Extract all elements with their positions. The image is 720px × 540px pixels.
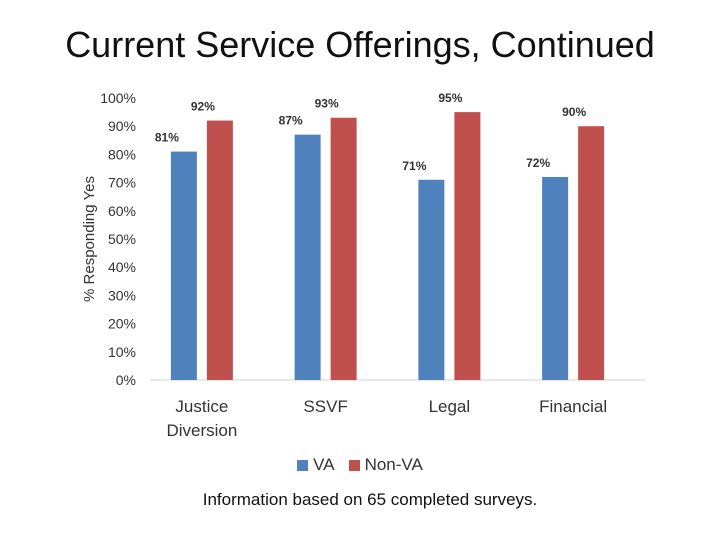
footnote: Information based on 65 completed survey… (202, 490, 538, 509)
category-label: Diversion (166, 421, 237, 440)
category-label: Legal (429, 397, 471, 416)
data-label: 81% (155, 131, 179, 145)
category-label: Justice (175, 397, 228, 416)
y-tick-label: 90% (108, 118, 136, 134)
data-label: 95% (438, 91, 462, 105)
data-label: 92% (191, 100, 215, 114)
data-label: 72% (526, 156, 550, 170)
bar-chart: 0% 10% 20% 30% 40% 50% 60% 70% 80% 90% 100% % Respo… (81, 90, 645, 440)
data-label: 93% (315, 97, 339, 111)
y-tick-label: 10% (108, 344, 136, 360)
bar-va (542, 176, 569, 380)
category-label: Financial (539, 397, 607, 416)
y-tick-label: 50% (108, 231, 136, 247)
bar-non-va (206, 120, 233, 380)
y-tick-label: 0% (116, 372, 136, 388)
bar-va (294, 134, 321, 380)
category-label: SSVF (303, 397, 347, 416)
legend-item: Non-VA (348, 455, 423, 475)
data-label: 90% (562, 105, 586, 119)
bar-va (418, 179, 445, 380)
legend-swatch (297, 459, 309, 471)
legend-item: VA (297, 455, 335, 475)
y-tick-label: 100% (100, 90, 136, 106)
data-label: 87% (279, 114, 303, 128)
y-tick-label: 70% (108, 175, 136, 191)
legend-swatch (348, 459, 360, 471)
y-tick-label: 60% (108, 203, 136, 219)
legend: VA Non-VA (0, 455, 720, 475)
y-axis-label: % Responding Yes (81, 176, 98, 302)
y-tick-label: 80% (108, 146, 136, 162)
data-label: 71% (402, 159, 426, 173)
chart-title: Current Service Offerings, Continued (65, 24, 655, 65)
y-tick-label: 30% (108, 287, 136, 303)
legend-label: Non-VA (364, 455, 423, 474)
bar-va (170, 151, 197, 380)
y-tick-label: 20% (108, 316, 136, 332)
bar-non-va (454, 112, 481, 380)
legend-label: VA (313, 455, 335, 474)
y-tick-label: 40% (108, 259, 136, 275)
bar-non-va (578, 126, 605, 380)
bar-non-va (330, 117, 357, 381)
